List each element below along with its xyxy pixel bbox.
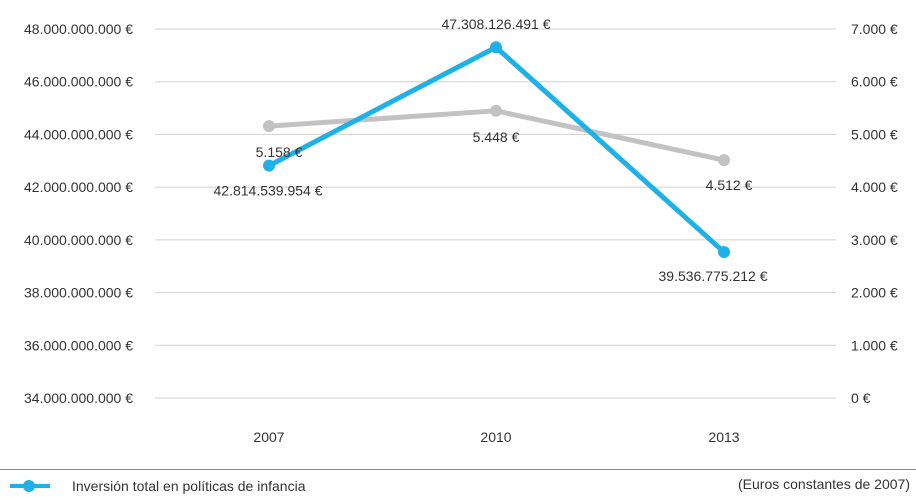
gridlines xyxy=(155,28,836,399)
right-axis-ticks: 0 € 1.000 € 2.000 € 3.000 € 4.000 € 5.000 € 6.… xyxy=(851,21,898,406)
left-tick-label: 38.000.000.000 € xyxy=(24,285,133,301)
right-tick-label: 4.000 € xyxy=(851,179,898,195)
data-point-secondary xyxy=(263,120,275,133)
data-label-inversion: 39.536.775.212 € xyxy=(659,268,768,284)
data-label-secondary: 4.512 € xyxy=(706,177,753,193)
legend-divider xyxy=(0,469,916,470)
data-point-inversion xyxy=(490,41,502,54)
legend-line-dot-icon xyxy=(10,479,50,493)
series-line-inversion xyxy=(266,44,727,255)
left-tick-label: 34.000.000.000 € xyxy=(24,390,133,406)
data-label-inversion: 42.814.539.954 € xyxy=(214,183,323,199)
left-tick-label: 46.000.000.000 € xyxy=(24,74,133,90)
units-note: (Euros constantes de 2007) xyxy=(738,476,910,492)
data-labels: 42.814.539.954 € 47.308.126.491 € 39.536.7… xyxy=(214,16,768,284)
right-tick-label: 1.000 € xyxy=(851,337,898,353)
right-tick-label: 2.000 € xyxy=(851,285,898,301)
x-tick-label: 2013 xyxy=(708,429,739,445)
right-tick-label: 3.000 € xyxy=(851,232,898,248)
x-axis-ticks: 2007 2010 2013 xyxy=(253,429,739,445)
right-tick-label: 7.000 € xyxy=(851,21,898,37)
legend-label: Inversión total en políticas de infancia xyxy=(72,478,306,494)
left-tick-label: 42.000.000.000 € xyxy=(24,179,133,195)
data-label-inversion: 47.308.126.491 € xyxy=(442,16,551,32)
left-tick-label: 48.000.000.000 € xyxy=(24,21,133,37)
chart-svg: 34.000.000.000 € 36.000.000.000 € 38.000.0… xyxy=(24,16,898,445)
data-label-secondary: 5.158 € xyxy=(256,144,303,160)
left-tick-label: 40.000.000.000 € xyxy=(24,232,133,248)
data-label-secondary: 5.448 € xyxy=(473,129,520,145)
data-point-inversion xyxy=(263,159,275,172)
left-axis-ticks: 34.000.000.000 € 36.000.000.000 € 38.000.0… xyxy=(24,21,133,406)
series-layer xyxy=(263,41,730,259)
right-tick-label: 0 € xyxy=(851,390,871,406)
right-tick-label: 6.000 € xyxy=(851,74,898,90)
left-tick-label: 36.000.000.000 € xyxy=(24,337,133,353)
data-point-secondary xyxy=(718,154,730,167)
right-tick-label: 5.000 € xyxy=(851,126,898,142)
legend: Inversión total en políticas de infancia xyxy=(10,476,305,496)
data-point-inversion xyxy=(718,246,730,259)
x-tick-label: 2007 xyxy=(253,429,284,445)
x-tick-label: 2010 xyxy=(480,429,511,445)
left-tick-label: 44.000.000.000 € xyxy=(24,126,133,142)
data-point-secondary xyxy=(490,104,502,117)
